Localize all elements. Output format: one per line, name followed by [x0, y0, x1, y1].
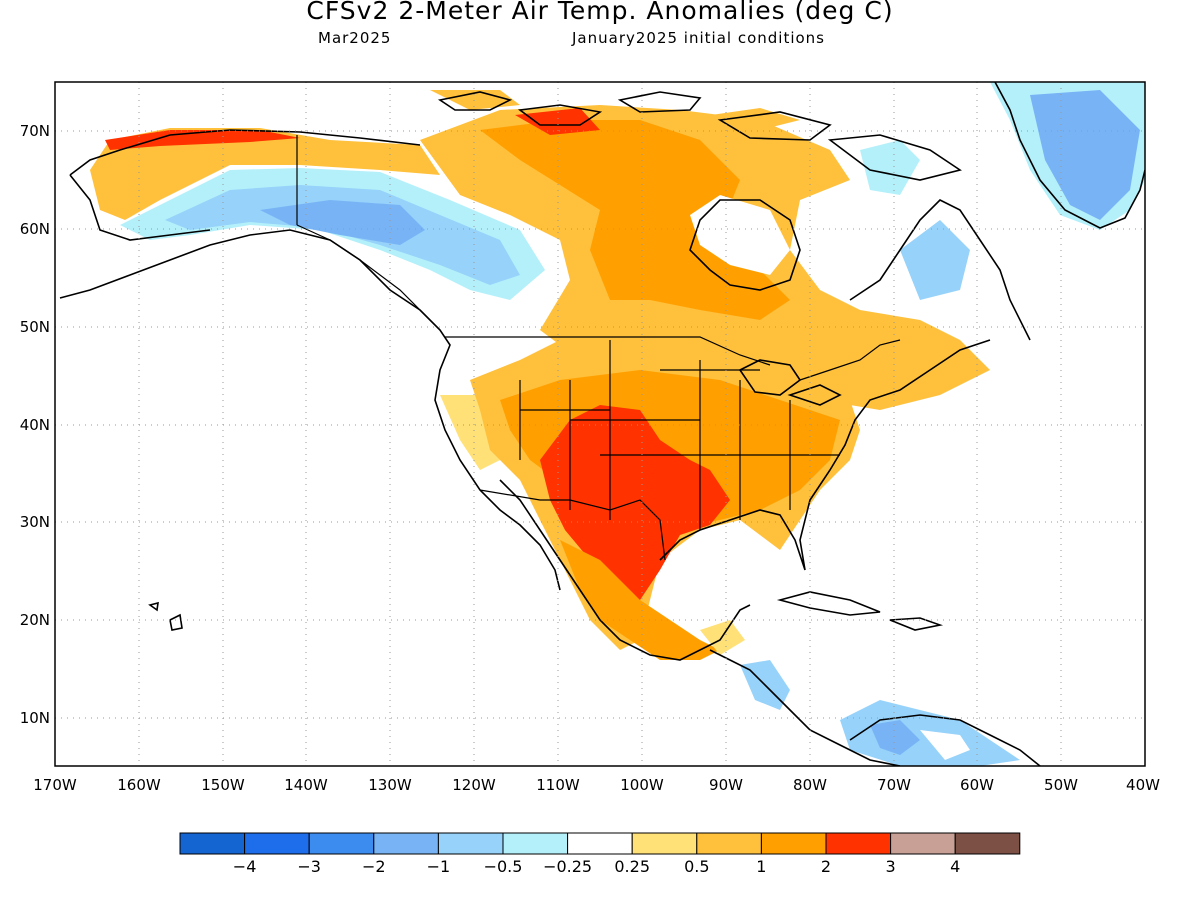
colorbar-swatch	[373, 832, 439, 855]
colorbar-swatch	[825, 832, 892, 855]
colorbar-label: 3	[885, 857, 896, 876]
colorbar-label: −0.5	[483, 857, 523, 876]
lon-label: 50W	[1044, 776, 1078, 794]
colorbar-label: 1	[756, 857, 767, 876]
lat-label: 50N	[20, 318, 50, 336]
anomaly-fill	[90, 82, 1145, 766]
lon-label: 160W	[117, 776, 161, 794]
lon-label: 100W	[620, 776, 664, 794]
lat-label: 60N	[20, 220, 50, 238]
lat-label: 70N	[20, 122, 50, 140]
lat-label: 10N	[20, 709, 50, 727]
colorbar-swatch	[437, 832, 504, 855]
lon-label: 110W	[536, 776, 580, 794]
lon-label: 120W	[452, 776, 496, 794]
colorbar-swatch	[696, 832, 762, 855]
colorbar-swatch	[179, 832, 246, 855]
colorbar-label: −2	[362, 857, 386, 876]
lon-label: 80W	[793, 776, 827, 794]
colorbar-swatch	[244, 832, 310, 855]
colorbar-label: −4	[232, 857, 257, 876]
initial-conditions: January2025 initial conditions	[572, 29, 825, 47]
grid	[55, 82, 1145, 766]
colorbar-swatch	[567, 832, 633, 855]
colorbar-swatch	[890, 832, 956, 855]
colorbar-swatch	[502, 832, 569, 855]
lat-label: 20N	[20, 611, 50, 629]
lon-label: 70W	[877, 776, 911, 794]
valid-month: Mar2025	[318, 29, 392, 47]
colorbar-label: −3	[297, 857, 321, 876]
colorbar-swatch	[631, 832, 698, 855]
colorbar-label: 4	[950, 857, 961, 876]
lon-label: 90W	[709, 776, 743, 794]
colorbar-label: −1	[426, 857, 451, 876]
colorbar-swatch	[760, 832, 827, 855]
colorbar	[179, 832, 1021, 855]
borders	[296, 135, 901, 561]
map-frame	[54, 81, 1146, 767]
colorbar-label: 2	[820, 857, 832, 876]
lon-label: 140W	[284, 776, 328, 794]
lon-label: 170W	[33, 776, 77, 794]
lat-label: 40N	[20, 416, 50, 434]
colorbar-swatch	[308, 832, 375, 855]
lat-label: 30N	[20, 513, 50, 531]
map-title: CFSv2 2-Meter Air Temp. Anomalies (deg C…	[306, 0, 894, 25]
lon-label: 150W	[201, 776, 245, 794]
lon-label: 130W	[368, 776, 412, 794]
colorbar-label: 0.25	[614, 857, 650, 876]
colorbar-label: −0.25	[543, 857, 593, 876]
lon-label: 40W	[1126, 776, 1160, 794]
colorbar-swatch	[954, 832, 1021, 855]
lon-label: 60W	[960, 776, 994, 794]
colorbar-label: 0.5	[684, 857, 710, 876]
